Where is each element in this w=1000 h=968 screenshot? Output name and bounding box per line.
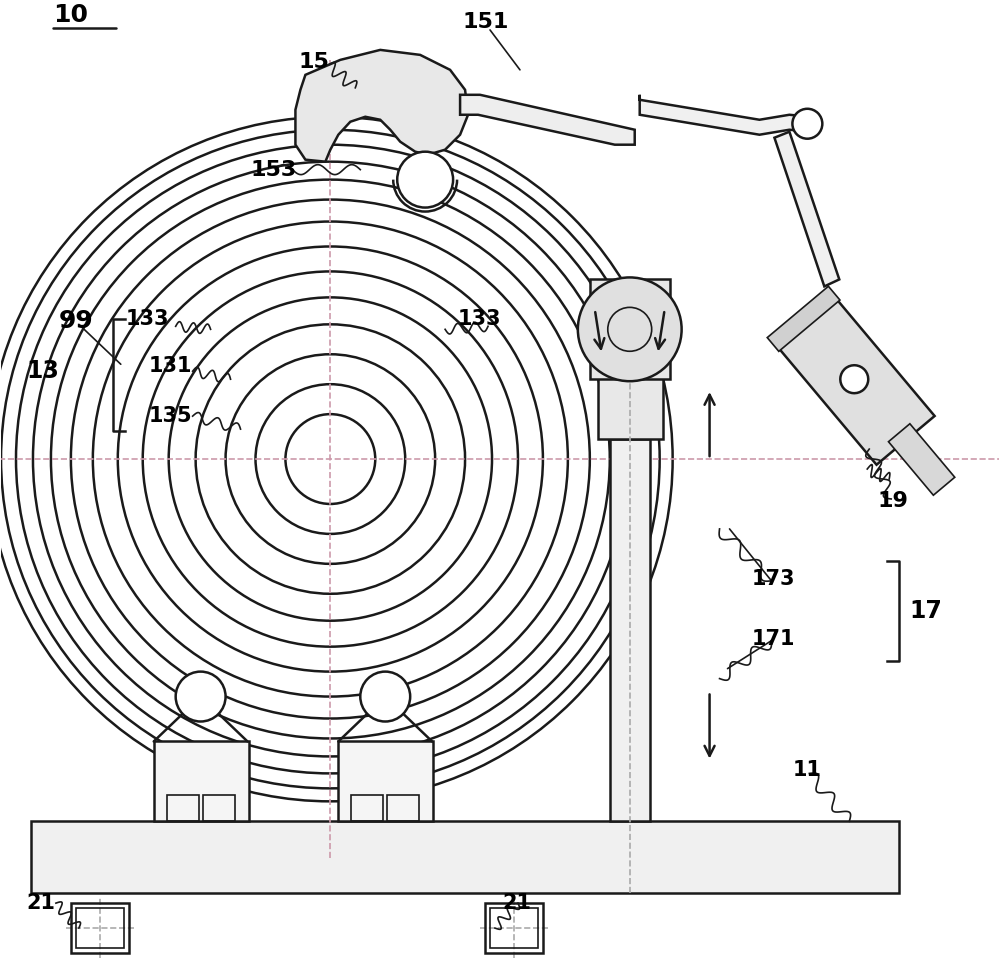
Bar <box>774 293 935 465</box>
Bar <box>387 796 419 821</box>
Text: 19: 19 <box>877 491 908 511</box>
Bar <box>71 903 129 953</box>
Text: 11: 11 <box>792 761 821 780</box>
Text: 173: 173 <box>751 569 795 589</box>
Text: 153: 153 <box>251 160 297 180</box>
Text: 17: 17 <box>909 599 942 622</box>
Text: 131: 131 <box>149 356 192 377</box>
Bar <box>610 439 650 821</box>
Bar <box>590 280 670 379</box>
Text: 133: 133 <box>126 310 169 329</box>
Bar <box>167 796 199 821</box>
Circle shape <box>578 278 682 381</box>
Circle shape <box>397 152 453 207</box>
Bar <box>490 908 538 948</box>
Circle shape <box>840 365 868 393</box>
Bar <box>203 796 235 821</box>
Text: 21: 21 <box>502 893 531 913</box>
Polygon shape <box>640 95 809 135</box>
Circle shape <box>792 108 822 138</box>
Text: 133: 133 <box>458 310 502 329</box>
Text: 151: 151 <box>462 12 508 32</box>
Polygon shape <box>460 95 635 144</box>
Bar <box>485 903 543 953</box>
Bar <box>76 908 124 948</box>
Bar <box>888 424 955 496</box>
Bar <box>767 287 840 351</box>
Bar <box>154 741 249 821</box>
Circle shape <box>360 672 410 721</box>
Text: 10: 10 <box>53 3 88 27</box>
Text: 15: 15 <box>298 52 329 72</box>
Polygon shape <box>774 132 839 287</box>
Text: 99: 99 <box>59 310 94 333</box>
Bar <box>31 821 899 893</box>
Polygon shape <box>295 50 468 162</box>
Circle shape <box>176 672 226 721</box>
Bar <box>598 310 663 439</box>
Text: 135: 135 <box>149 407 192 426</box>
Bar <box>338 741 433 821</box>
Text: 13: 13 <box>26 359 59 383</box>
Text: 21: 21 <box>26 893 55 913</box>
Text: 171: 171 <box>751 628 795 649</box>
Bar <box>351 796 383 821</box>
